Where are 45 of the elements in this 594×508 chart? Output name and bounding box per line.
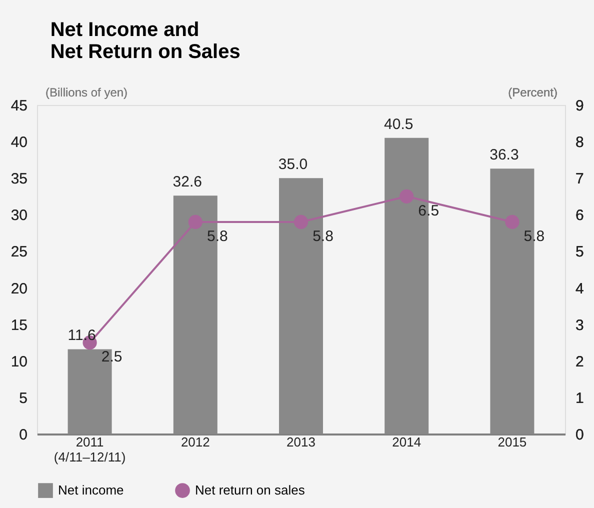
y-axis-title: (Billions of yen) <box>46 86 128 100</box>
y2-axis-title: (Percent) <box>508 86 558 100</box>
y-tick-label: 20 <box>10 280 28 298</box>
y2-tick-label: 5 <box>576 244 584 261</box>
data-label: 5.8 <box>524 228 545 245</box>
point <box>400 189 414 204</box>
data-label: 6.5 <box>418 202 440 220</box>
x-tick-label: 2014 <box>392 434 422 450</box>
y2-tick-label: 6 <box>576 207 584 224</box>
y-tick-label: 25 <box>10 244 28 261</box>
y-tick-label: 45 <box>10 98 28 114</box>
x-tick-label: 2015 <box>498 434 527 450</box>
text: Net Income and <box>50 19 200 41</box>
point <box>294 214 308 230</box>
data-label: 35.0 <box>278 156 308 174</box>
data-label: 11.6 <box>68 327 96 344</box>
y-tick-label: 35 <box>10 170 28 188</box>
y-tick-label: 30 <box>10 207 28 224</box>
legend-label: Net return on sales <box>195 482 306 498</box>
y2-tick-label: 2 <box>576 353 584 370</box>
x-tick-label: 2013 <box>286 434 316 450</box>
data-label: 40.5 <box>384 116 414 133</box>
y-tick-label: 5 <box>19 390 28 407</box>
data-label: 2.5 <box>101 348 122 366</box>
y-tick-label: 10 <box>10 353 28 370</box>
y-tick-label: 40 <box>10 134 28 152</box>
data-label: 32.6 <box>172 174 202 191</box>
y2-tick-label: 9 <box>576 98 584 114</box>
x-tick-label: 2012 <box>180 434 210 450</box>
data-label: 5.8 <box>206 228 228 245</box>
y2-tick-label: 8 <box>576 134 584 152</box>
y-tick-label: 15 <box>10 316 28 334</box>
y2-tick-label: 3 <box>576 316 584 334</box>
point <box>188 214 202 230</box>
y2-tick-label: 0 <box>576 426 584 444</box>
y2-tick-label: 1 <box>576 390 584 407</box>
y2-tick-label: 7 <box>576 170 584 188</box>
data-label: 36.3 <box>490 146 519 164</box>
x-tick-label: 2011 (4/11–12/11) <box>54 434 126 464</box>
y-tick-label: 0 <box>19 426 28 444</box>
text: Net Return on Sales <box>50 41 240 63</box>
point <box>505 214 520 230</box>
legend-label: Net income <box>58 482 124 498</box>
y2-tick-label: 4 <box>576 280 584 298</box>
data-label: 5.8 <box>312 228 334 245</box>
